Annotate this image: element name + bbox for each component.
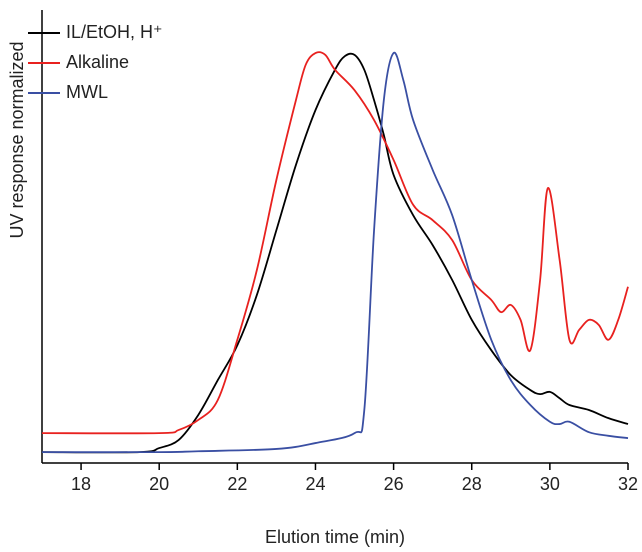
- x-tick-label: 24: [305, 474, 325, 494]
- legend-label: Alkaline: [66, 52, 129, 72]
- x-tick-label: 32: [618, 474, 638, 494]
- series-line: [41, 51, 629, 435]
- series-line: [41, 52, 629, 454]
- x-tick-label: 18: [71, 474, 91, 494]
- series-line: [41, 51, 629, 454]
- x-tick-label: 26: [384, 474, 404, 494]
- x-tick-label: 20: [149, 474, 169, 494]
- x-tick-label: 30: [540, 474, 560, 494]
- x-tick-label: 28: [462, 474, 482, 494]
- x-axis-label: Elution time (min): [265, 527, 405, 547]
- legend-label: MWL: [66, 82, 108, 102]
- x-tick-label: 22: [227, 474, 247, 494]
- legend-label: IL/EtOH, H⁺: [66, 22, 163, 42]
- y-axis-label: UV response normalized: [7, 41, 27, 238]
